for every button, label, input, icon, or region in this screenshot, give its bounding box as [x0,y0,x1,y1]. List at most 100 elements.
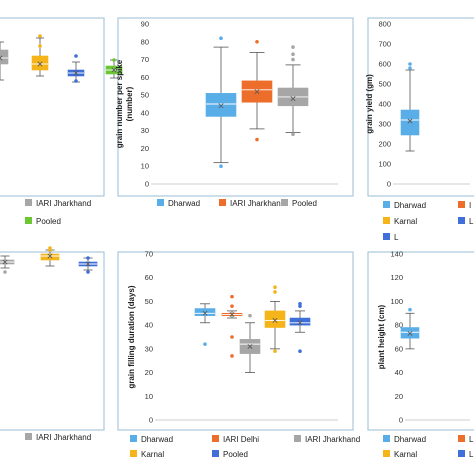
legend-swatch [25,217,32,224]
mean-marker [73,70,79,76]
box-dharwad [205,36,237,169]
legend-entry: Karnal [394,217,417,226]
legend-entry: IARI Jharkhand [36,433,91,442]
outlier-point [230,294,234,299]
y-tick-label: 20 [141,144,149,153]
legend-entry: L [394,233,399,242]
outlier-point [38,34,42,38]
outlier-point [3,270,7,274]
legend-entry: IARI Jharkhand [36,199,91,208]
y-tick-label: 500 [378,80,391,89]
mean-marker [85,261,91,267]
iqr-box [289,317,311,326]
y-tick-label: 10 [145,392,153,401]
y-tick-label: 200 [378,140,391,149]
outlier-point [230,335,234,339]
y-tick-label: 80 [395,321,403,330]
mean-marker [229,311,235,317]
y-tick-label: 40 [141,108,149,117]
outlier-point [230,354,234,358]
y-tick-label: 300 [378,120,391,129]
y-tick-label: 700 [378,40,391,49]
legend-swatch [157,199,164,206]
panel-top-left: IARI Jharkhand Pooled [0,17,123,226]
legend-entry: L [469,450,474,459]
outlier-point [273,285,277,290]
box-series-1 [31,34,49,77]
legend-entry: L [469,217,474,226]
box-iari-jharkhand [241,39,273,142]
box-iari-delhi [221,294,243,358]
y-tick-label: 10 [141,162,149,171]
mean-marker [407,330,413,336]
legend-entry: Pooled [292,199,317,208]
mean-marker [37,61,43,67]
y-tick-label: 70 [141,55,149,64]
legend-entry: IARI Jharkhand [230,199,285,208]
iqr-box [400,109,420,136]
mean-marker [290,96,296,102]
outlier-point [248,313,252,318]
iqr-box [31,55,49,71]
outlier-point [291,52,295,57]
panel-top-middle: 0 10 20 30 40 50 60 70 80 90 grain number per spik… [115,17,354,208]
mean-marker [247,344,253,349]
panel-frame [0,251,105,431]
legend-entry: Pooled [36,217,61,226]
y-tick-label: 800 [378,20,391,29]
y-tick-label: 20 [145,368,153,377]
box-series-2 [78,256,98,274]
y-tick-label: 50 [145,297,153,306]
y-tick-label: 100 [378,160,391,169]
y-tick-label: 600 [378,60,391,69]
mean-marker [272,317,278,323]
panel-frame [117,251,354,431]
legend: IARI Jharkhand Pooled [25,199,91,226]
legend-swatch [383,233,390,240]
outlier-point [48,246,52,250]
legend-swatch [130,435,137,442]
y-tick-label: 120 [390,273,403,282]
outlier-point [112,58,116,62]
mean-marker [47,253,53,259]
legend-swatch [458,201,465,208]
outlier-point [408,307,412,312]
legend-swatch [383,201,390,208]
legend: Dharwad Karnal LL [383,435,474,459]
legend-entry: Karnal [394,450,417,459]
y-tick-label: 140 [390,250,403,259]
box-dharwad [400,62,420,152]
box-iari-jharkhand [239,313,261,373]
box-series-0 [0,41,9,81]
legend-entry: I [469,201,471,210]
legend-entry: Dharwad [394,201,426,210]
panel-top-right: 0 100 200 300 400 500 600 700 800 grain yield (gm… [365,17,474,242]
panel-bottom-left: IARI Jharkhand [0,246,105,442]
legend: Dharwad IARI Jharkhand Pooled [157,199,317,208]
outlier-point [298,349,302,354]
panel-bottom-middle: 0 10 20 30 40 50 60 70 grain filling duration (d… [117,250,360,459]
mean-marker [297,320,303,326]
outlier-point [86,256,90,260]
y-tick-label: 20 [395,392,403,401]
panel-frame [0,17,105,197]
legend-swatch [458,450,465,457]
y-tick-label: 30 [141,126,149,135]
box-series-1 [40,246,60,267]
y-axis-label: grain yield (gm) [365,74,374,134]
legend-swatch [383,450,390,457]
iqr-box [205,93,237,117]
legend-swatch [383,217,390,224]
iqr-box [400,327,420,339]
legend-swatch [212,450,219,457]
legend-swatch [294,435,301,442]
outlier-point [291,57,295,62]
outlier-point [230,304,234,308]
y-tick-label: 50 [141,91,149,100]
y-axis-label-line: (number) [125,86,134,121]
y-tick-label: 60 [145,273,153,282]
legend-swatch [458,435,465,442]
y-tick-label: 400 [378,100,391,109]
box-series-2 [67,54,85,83]
